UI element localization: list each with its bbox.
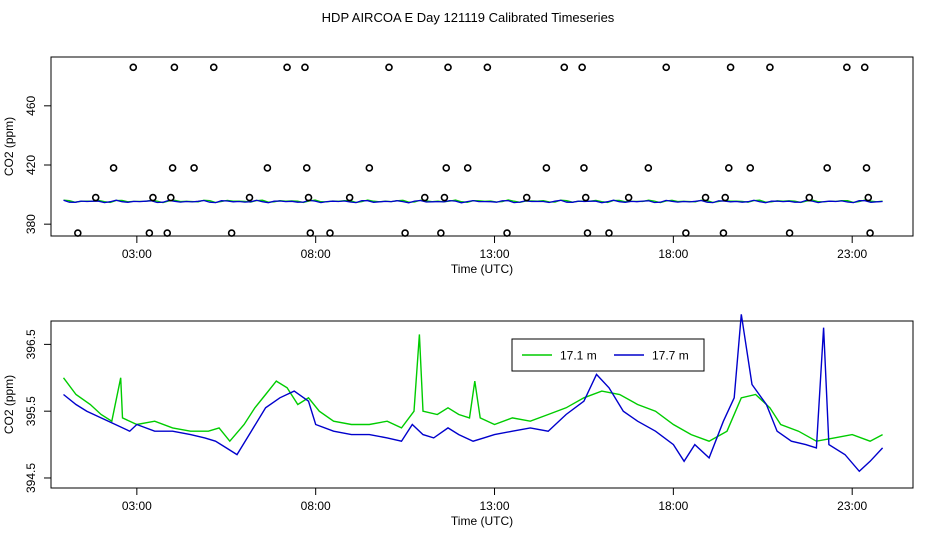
data-point (345, 193, 354, 202)
data-point (581, 193, 590, 202)
y-tick-label: 460 (24, 95, 38, 115)
data-point (542, 164, 551, 172)
data-point (91, 193, 100, 202)
data-point (463, 164, 472, 172)
x-tick-label: 13:00 (480, 247, 510, 261)
data-point (437, 229, 445, 237)
data-point (442, 164, 451, 172)
data-point (864, 193, 873, 202)
data-point (227, 229, 236, 237)
x-tick-label: 18:00 (658, 247, 688, 261)
data-point (860, 63, 869, 72)
x-axis-label: Time (UTC) (451, 262, 513, 276)
x-tick-label: 23:00 (837, 247, 867, 261)
y-tick-label: 396.5 (24, 329, 38, 359)
data-point (862, 164, 871, 172)
legend: 17.1 m 17.7 m (511, 338, 705, 372)
data-point (304, 193, 313, 202)
data-point (503, 229, 511, 237)
data-point (129, 63, 138, 72)
data-point (701, 193, 710, 202)
x-tick-label: 18:00 (658, 499, 688, 513)
series-line-0 (62, 334, 883, 443)
data-point (283, 63, 291, 72)
data-point (306, 229, 315, 237)
data-point (109, 164, 118, 172)
data-point (785, 229, 794, 237)
data-point (365, 164, 374, 172)
data-point (245, 193, 254, 202)
figure-title: HDP AIRCOA E Day 121119 Calibrated Times… (322, 10, 615, 25)
data-point (163, 229, 172, 237)
top-panel: 03:00 08:00 13:00 18:00 23:00 Time (UTC) 380 42… (2, 56, 914, 276)
data-point (560, 63, 569, 72)
y-tick-label: 380 (24, 214, 38, 234)
plot-frame (50, 320, 914, 489)
series-line-2 (63, 199, 883, 204)
data-point (440, 193, 449, 202)
data-point (209, 63, 218, 72)
data-point (74, 229, 82, 237)
x-axis-label: Time (UTC) (451, 514, 513, 528)
data-point (823, 164, 831, 172)
data-point (644, 164, 653, 172)
data-point (805, 193, 814, 202)
data-point (167, 193, 175, 202)
y-tick-label: 395.5 (24, 396, 38, 426)
data-point (420, 193, 429, 202)
y-axis-label: CO2 (ppm) (2, 375, 16, 434)
data-point (522, 193, 531, 202)
data-point (843, 63, 851, 72)
data-point (302, 164, 311, 172)
data-point (483, 63, 492, 72)
data-point (746, 164, 755, 172)
series-line-1 (63, 314, 884, 473)
data-point (662, 63, 671, 72)
data-point (605, 229, 613, 237)
data-point (301, 63, 309, 72)
data-point (578, 63, 586, 72)
legend-label-1: 17.7 m (652, 349, 689, 363)
data-point (624, 193, 633, 202)
data-point (145, 229, 154, 237)
y-axis-label: CO2 (ppm) (2, 117, 16, 176)
data-point (263, 164, 272, 172)
data-point (444, 63, 452, 72)
data-point (866, 229, 874, 237)
x-tick-label: 08:00 (301, 247, 331, 261)
data-point (168, 164, 177, 172)
data-point (726, 63, 735, 72)
x-tick-label: 03:00 (122, 247, 152, 261)
data-point (326, 229, 334, 237)
data-point (149, 193, 157, 202)
bottom-panel: 03:00 08:00 13:00 18:00 23:00 Time (UTC) 394.5… (2, 314, 914, 528)
data-point (719, 229, 728, 237)
data-point (721, 193, 730, 202)
legend-label-0: 17.1 m (560, 349, 597, 363)
data-point (170, 63, 179, 72)
data-point (385, 63, 393, 72)
data-point (583, 229, 592, 237)
y-tick-label: 420 (24, 155, 38, 175)
data-point (682, 229, 690, 237)
y-tick-label: 394.5 (24, 463, 38, 493)
data-point (401, 229, 409, 237)
plot-frame (50, 56, 914, 237)
data-point (580, 164, 588, 172)
x-tick-label: 03:00 (122, 499, 152, 513)
data-point (766, 63, 774, 72)
x-tick-label: 23:00 (837, 499, 867, 513)
x-tick-label: 13:00 (480, 499, 510, 513)
x-tick-label: 08:00 (301, 499, 331, 513)
data-point (190, 164, 198, 172)
data-point (724, 164, 733, 172)
